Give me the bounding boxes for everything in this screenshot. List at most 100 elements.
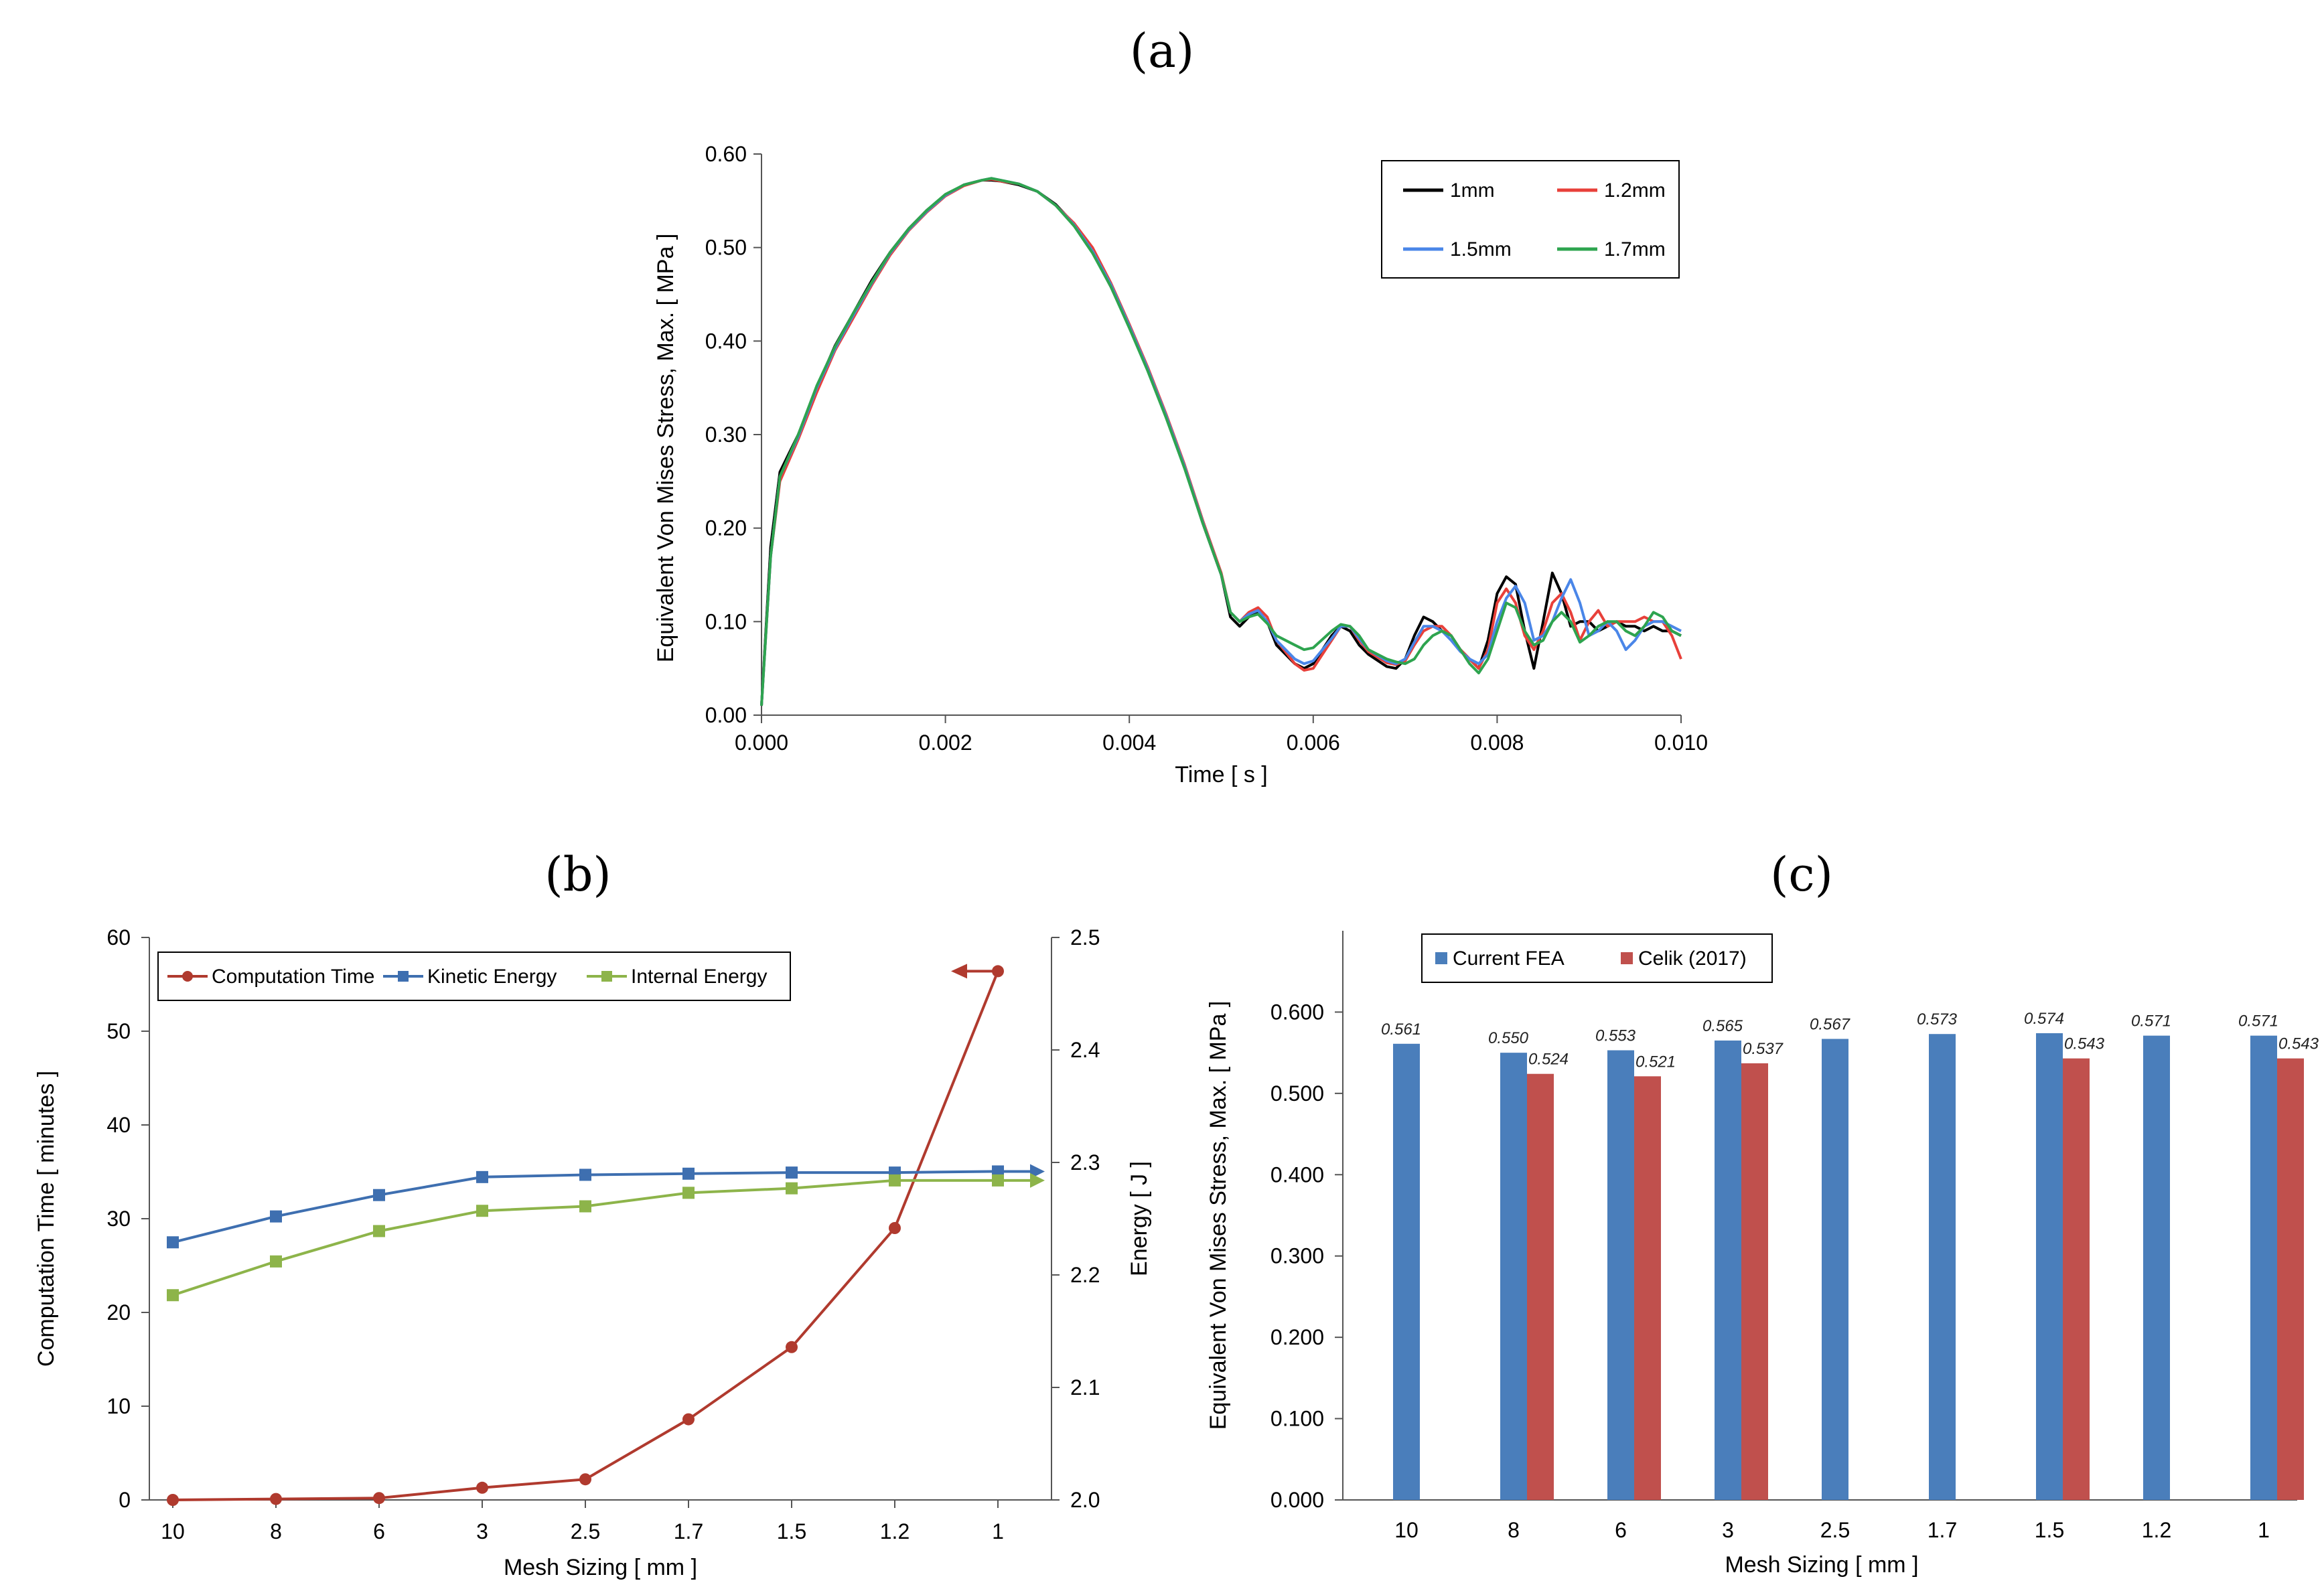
legend-label: Current FEA <box>1453 947 1565 970</box>
x-tick-label: 1.2 <box>2142 1518 2171 1542</box>
data-label: 0.573 <box>1917 1010 1958 1029</box>
y-tick-label: 0.000 <box>1270 1488 1324 1512</box>
y-tick-label: 0.400 <box>1270 1162 1324 1187</box>
right-tick-label: 2.4 <box>1070 1038 1100 1062</box>
x-axis-title: Mesh Sizing [ mm ] <box>504 1555 697 1580</box>
legend-box <box>157 952 791 1001</box>
y-tick-label: 0.30 <box>705 423 747 447</box>
panel-label-a: (a) <box>1130 23 1194 78</box>
bar-current-fea <box>1929 1034 1956 1500</box>
axis-arrow-head <box>951 964 967 979</box>
legend-swatch <box>1621 952 1633 964</box>
data-point <box>167 1236 179 1249</box>
x-tick-label: 0.006 <box>1287 731 1340 755</box>
x-tick-label: 6 <box>373 1519 385 1543</box>
data-label: 0.571 <box>2131 1012 2171 1031</box>
legend-label: 1.7mm <box>1604 238 1666 260</box>
legend-marker <box>398 971 409 982</box>
y-axis-title: Equivalent Von Mises Stress, Max. [ MPa … <box>653 234 678 663</box>
data-point <box>270 1493 282 1505</box>
data-point <box>889 1222 901 1234</box>
data-label: 0.553 <box>1595 1027 1636 1045</box>
panel-label-c: (c) <box>1770 847 1833 902</box>
y-tick-label: 0.40 <box>705 329 747 353</box>
y-tick-label: 0.500 <box>1270 1081 1324 1106</box>
data-point <box>786 1166 798 1179</box>
x-tick-label: 8 <box>270 1519 282 1543</box>
right-tick-label: 2.5 <box>1070 925 1100 950</box>
left-tick-label: 40 <box>106 1113 131 1137</box>
x-tick-label: 0.004 <box>1102 731 1156 755</box>
right-tick-label: 2.0 <box>1070 1488 1100 1512</box>
series-line-internal-energy <box>172 1179 998 1297</box>
y-tick-label: 0.10 <box>705 609 747 633</box>
x-tick-label: 0.010 <box>1654 731 1708 755</box>
data-label: 0.574 <box>2024 1010 2064 1028</box>
y-tick-label: 0.60 <box>705 142 747 166</box>
right-tick-label: 2.1 <box>1070 1375 1100 1399</box>
left-tick-label: 0 <box>119 1488 131 1512</box>
legend-box <box>1381 160 1680 279</box>
legend-marker <box>182 971 193 982</box>
data-point <box>167 1289 179 1302</box>
x-tick-label: 0.002 <box>919 731 972 755</box>
x-tick-label: 2.5 <box>1820 1518 1850 1542</box>
bar-celik-2017- <box>1634 1076 1661 1500</box>
legend-label: 1.2mm <box>1604 179 1666 202</box>
x-tick-label: 1 <box>2258 1518 2270 1542</box>
data-point <box>786 1182 798 1195</box>
data-label: 0.567 <box>1810 1016 1851 1034</box>
left-tick-label: 60 <box>106 925 131 950</box>
bar-current-fea <box>1715 1040 1741 1500</box>
right-tick-label: 2.2 <box>1070 1263 1100 1287</box>
bar-celik-2017- <box>2063 1058 2090 1500</box>
y-axis-title: Equivalent Von Mises Stress, Max. [ MPa … <box>1206 1001 1231 1430</box>
data-point <box>682 1187 695 1199</box>
x-tick-label: 2.5 <box>571 1519 600 1543</box>
y-tick-label: 0.600 <box>1270 1000 1324 1024</box>
bar-current-fea <box>1607 1050 1634 1500</box>
data-label: 0.543 <box>2278 1035 2319 1053</box>
y-tick-label: 0.00 <box>705 703 747 727</box>
x-tick-label: 0.008 <box>1470 731 1524 755</box>
x-tick-label: 3 <box>476 1519 488 1543</box>
data-label: 0.550 <box>1488 1029 1529 1047</box>
x-axis-title: Time [ s ] <box>1175 762 1268 787</box>
y-tick-label: 0.100 <box>1270 1407 1324 1431</box>
left-tick-label: 20 <box>106 1300 131 1324</box>
x-tick-label: 0.000 <box>735 731 788 755</box>
data-label: 0.524 <box>1528 1051 1569 1069</box>
left-axis-title: Computation Time [ minutes ] <box>33 1071 59 1367</box>
x-tick-label: 1.5 <box>2035 1518 2064 1542</box>
data-point <box>373 1492 385 1505</box>
data-point <box>579 1168 591 1181</box>
data-point <box>682 1167 695 1180</box>
data-point <box>889 1174 901 1187</box>
bar-current-fea <box>1822 1039 1848 1500</box>
legend-label: Internal Energy <box>631 966 767 988</box>
data-label: 0.521 <box>1636 1053 1676 1071</box>
data-point <box>270 1210 282 1223</box>
legend-box <box>1421 933 1773 983</box>
data-point <box>682 1413 695 1426</box>
x-tick-label: 8 <box>1508 1518 1520 1542</box>
legend-label: 1mm <box>1450 179 1495 202</box>
data-label: 0.543 <box>2064 1035 2105 1053</box>
x-tick-label: 10 <box>1394 1518 1419 1542</box>
bar-celik-2017- <box>1741 1063 1768 1500</box>
left-tick-label: 30 <box>106 1207 131 1231</box>
bar-current-fea <box>2143 1035 2170 1500</box>
data-label: 0.571 <box>2238 1012 2278 1031</box>
axis-arrow-head <box>1030 1172 1045 1188</box>
x-tick-label: 3 <box>1722 1518 1734 1542</box>
panel-label-b: (b) <box>544 847 611 902</box>
x-tick-label: 10 <box>161 1519 185 1543</box>
data-point <box>579 1473 591 1486</box>
y-tick-label: 0.200 <box>1270 1325 1324 1349</box>
series-line-computation-time <box>172 970 999 1501</box>
left-tick-label: 50 <box>106 1019 131 1043</box>
data-point <box>167 1494 179 1506</box>
bar-current-fea <box>1393 1043 1420 1500</box>
series-line-1-7mm <box>760 177 1682 706</box>
bar-current-fea <box>1500 1053 1527 1500</box>
